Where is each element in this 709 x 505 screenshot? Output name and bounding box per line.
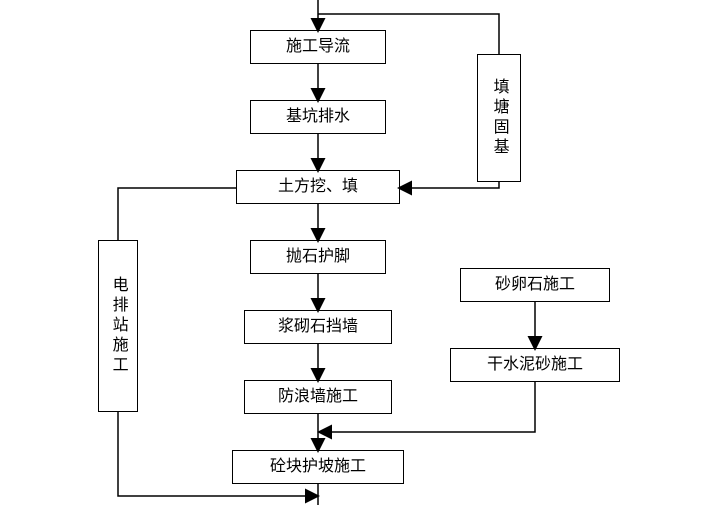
- node-gravel-construction: 砂卵石施工: [460, 268, 610, 302]
- node-wave-wall: 防浪墙施工: [244, 380, 392, 414]
- node-pit-drainage: 基坑排水: [250, 100, 386, 134]
- node-masonry-retaining-wall: 浆砌石挡墙: [244, 310, 392, 344]
- edge-nR1-n3: [400, 182, 499, 188]
- node-earthwork: 土方挖、填: [236, 170, 400, 204]
- node-label: 砼块护坡施工: [270, 457, 366, 476]
- node-label: 浆砌石挡墙: [278, 317, 358, 336]
- node-concrete-block-slope: 砼块护坡施工: [232, 450, 404, 484]
- node-label: 施工导流: [286, 37, 350, 56]
- node-label: 砂卵石施工: [495, 275, 575, 294]
- node-label: 电排站施工: [108, 276, 127, 376]
- node-label: 土方挖、填: [278, 177, 358, 196]
- node-riprap-toe: 抛石护脚: [250, 240, 386, 274]
- node-fill-pond-foundation: 填塘固基: [477, 54, 521, 182]
- node-label: 抛石护脚: [286, 247, 350, 266]
- node-label: 防浪墙施工: [278, 387, 358, 406]
- edge-n3-nL: [118, 188, 236, 240]
- node-construction-diversion: 施工导流: [250, 30, 386, 64]
- node-pump-station: 电排站施工: [98, 240, 138, 412]
- node-label: 填塘固基: [489, 78, 508, 158]
- node-label: 基坑排水: [286, 107, 350, 126]
- node-label: 干水泥砂施工: [487, 355, 583, 374]
- node-dry-cement-sand: 干水泥砂施工: [450, 348, 620, 382]
